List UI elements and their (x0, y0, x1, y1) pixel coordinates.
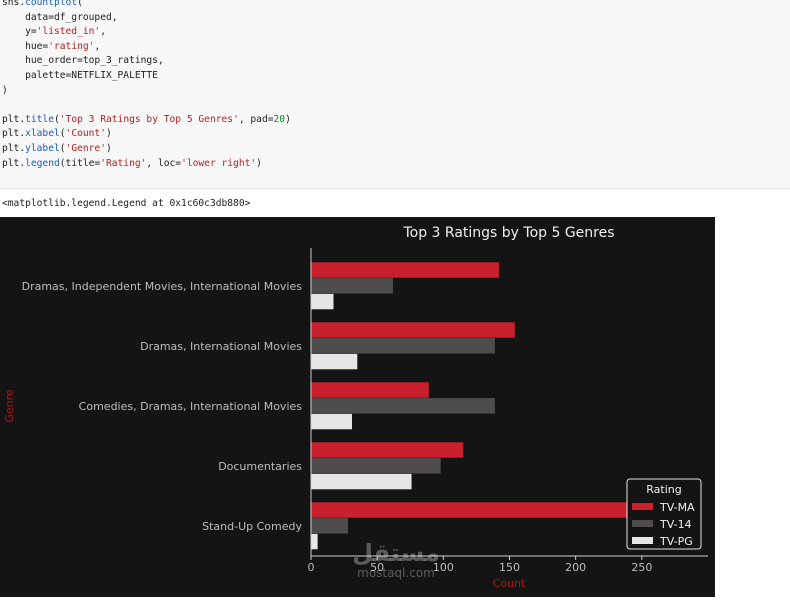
code-token: legend (25, 157, 60, 169)
code-line: plt.ylabel('Genre') (2, 142, 291, 157)
x-axis-label: Count (493, 577, 526, 590)
code-line: sns.countplot( (2, 0, 291, 11)
code-line: data=df_grouped, (2, 11, 291, 26)
x-tick-label: 200 (565, 561, 586, 574)
x-tick-label: 250 (631, 561, 652, 574)
legend-swatch (632, 537, 653, 544)
bar-tv-14 (311, 458, 441, 474)
code-token: , loc= (146, 157, 182, 169)
code-token: plt. (2, 157, 26, 169)
code-token: y= (2, 26, 37, 38)
code-token: plt. (2, 128, 26, 140)
bar-tv-ma (311, 502, 669, 518)
code-token: ) (285, 113, 291, 125)
code-line: plt.xlabel('Count') (2, 127, 291, 142)
code-line (2, 98, 291, 113)
x-tick-label: 50 (370, 561, 384, 574)
code-line: y='listed_in', (2, 25, 291, 40)
legend-swatch (632, 503, 653, 510)
chart-figure: Top 3 Ratings by Top 5 Genres Dramas, Ind… (0, 217, 715, 597)
code-block[interactable]: sns.countplot( data=df_grouped, y='liste… (0, 0, 291, 171)
legend-box (626, 478, 702, 550)
code-token: ( (59, 128, 66, 140)
code-token: ) (105, 142, 112, 154)
y-axis-label: Genre (3, 389, 16, 423)
code-token: hue= (2, 40, 49, 52)
bar-tv-pg (311, 473, 412, 490)
cell-output-text: <matplotlib.legend.Legend at 0x1c60c3db8… (2, 198, 251, 209)
bar-tv-pg (311, 293, 334, 310)
bar-tv-ma (311, 322, 515, 338)
code-token: sns. (2, 0, 26, 8)
code-token: palette=NETFLIX_PALETTE (2, 69, 158, 81)
code-token: plt. (2, 113, 26, 125)
x-tick-label: 0 (308, 561, 315, 574)
code-token: hue_order=top_3_ratings, (2, 55, 164, 67)
code-cell[interactable]: sns.countplot( data=df_grouped, y='liste… (0, 0, 790, 189)
legend-swatch (632, 520, 653, 527)
legend-label: TV-14 (659, 518, 692, 531)
x-tick-label: 100 (433, 561, 454, 574)
code-token: xlabel (25, 128, 60, 140)
code-line: plt.title('Top 3 Ratings by Top 5 Genres… (2, 113, 291, 128)
code-line: hue_order=top_3_ratings, (2, 54, 291, 69)
bar-tv-14 (311, 518, 349, 534)
code-token: 'Top 3 Ratings by Top 5 Genres' (59, 113, 239, 125)
bar-tv-pg (311, 413, 353, 430)
code-token: , (100, 26, 106, 38)
code-token: 'lower right' (181, 157, 257, 169)
code-token: data=df_grouped, (2, 11, 118, 23)
bar-tv-pg (311, 533, 318, 550)
code-token: (title= (59, 157, 101, 169)
code-token: 'Count' (65, 128, 106, 140)
code-line: plt.legend(title='Rating', loc='lower ri… (2, 157, 291, 172)
legend-title: Rating (646, 483, 681, 496)
code-token: ) (256, 157, 262, 169)
bar-tv-14 (311, 338, 495, 354)
code-token: ( (54, 113, 60, 125)
bar-tv-pg (311, 353, 358, 370)
code-token: , pad= (238, 113, 274, 125)
legend-label: TV-MA (659, 501, 695, 514)
chart-title: Top 3 Ratings by Top 5 Genres (402, 225, 614, 241)
y-tick-label: Stand-Up Comedy (202, 520, 302, 533)
code-token: ylabel (25, 142, 60, 154)
code-token: ( (59, 142, 66, 154)
y-tick-label: Dramas, International Movies (140, 340, 302, 353)
code-token: 'rating' (48, 40, 95, 52)
y-tick-label: Dramas, Independent Movies, Internationa… (22, 280, 303, 293)
x-tick-label: 150 (499, 561, 520, 574)
legend-label: TV-PG (659, 535, 693, 548)
bar-tv-ma (311, 382, 429, 398)
code-token: ) (105, 128, 112, 140)
code-token: 20 (273, 113, 286, 125)
bar-tv-14 (311, 398, 495, 414)
code-token: 'Genre' (65, 142, 106, 154)
code-token: 'Rating' (100, 157, 147, 169)
code-token: , (94, 40, 101, 52)
code-line: palette=NETFLIX_PALETTE (2, 69, 291, 84)
bar-chart: Top 3 Ratings by Top 5 Genres Dramas, Ind… (3, 225, 708, 590)
y-tick-label: Documentaries (218, 460, 302, 473)
bar-tv-ma (311, 442, 464, 458)
code-token: plt. (2, 142, 26, 154)
code-line: ) (2, 84, 291, 99)
bar-tv-ma (311, 262, 499, 278)
y-tick-label: Comedies, Dramas, International Movies (79, 400, 303, 413)
code-token: 'listed_in' (36, 26, 101, 38)
code-token: countplot (25, 0, 78, 8)
code-line: hue='rating', (2, 40, 291, 55)
code-token: ( (77, 0, 83, 8)
bar-tv-14 (311, 278, 394, 294)
code-token: title (25, 113, 54, 125)
code-token: ) (2, 84, 8, 96)
